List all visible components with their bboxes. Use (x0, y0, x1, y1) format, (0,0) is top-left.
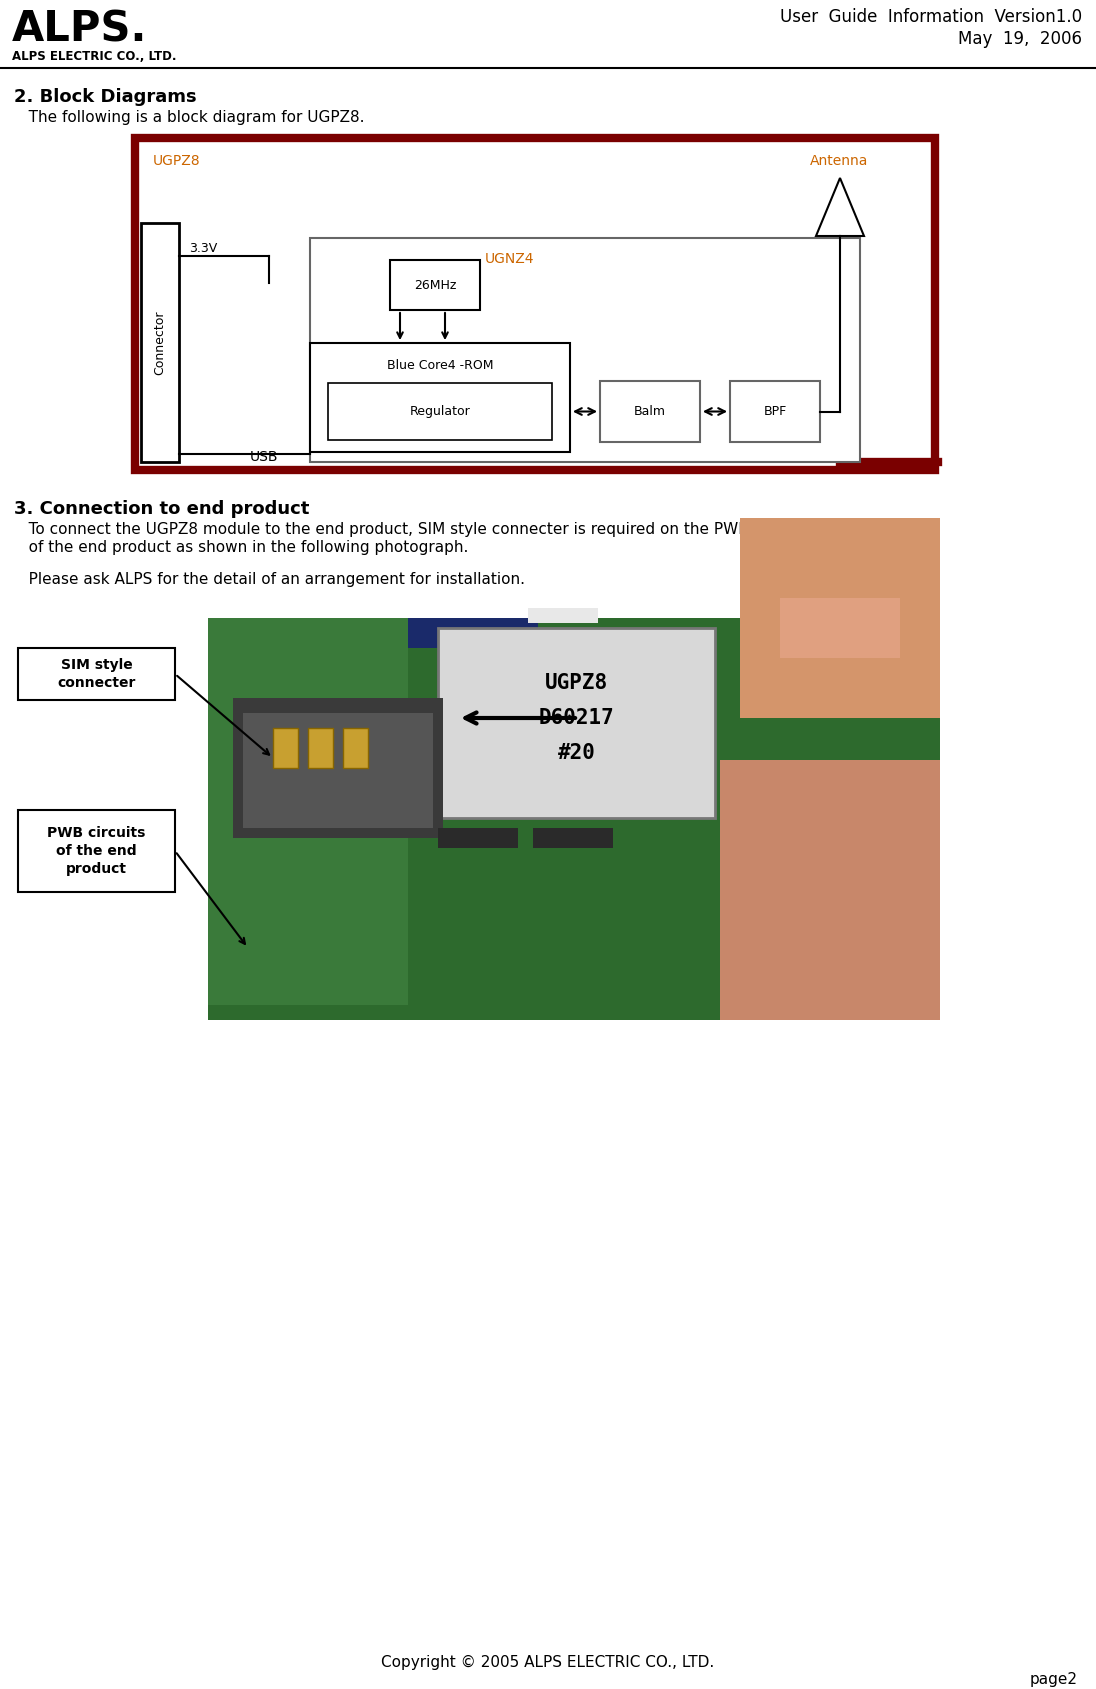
Bar (18, 649, 175, 699)
Bar (208, 618, 408, 1005)
Bar (18, 811, 175, 892)
Text: UGPZ8: UGPZ8 (153, 154, 201, 167)
Bar (358, 618, 538, 649)
Bar (310, 343, 570, 453)
Bar (243, 713, 433, 828)
Bar (600, 382, 700, 443)
Text: page2: page2 (1030, 1672, 1078, 1687)
Text: 3. Connection to end product: 3. Connection to end product (14, 500, 309, 519)
Text: BPF: BPF (764, 405, 787, 417)
Text: 2. Block Diagrams: 2. Block Diagrams (14, 88, 196, 106)
Text: The following is a block diagram for UGPZ8.: The following is a block diagram for UGP… (14, 110, 365, 125)
Text: PWB circuits
of the end
product: PWB circuits of the end product (47, 826, 146, 877)
Bar (233, 698, 443, 838)
Bar (310, 238, 860, 463)
Bar (135, 138, 935, 470)
Text: ALPS ELECTRIC CO., LTD.: ALPS ELECTRIC CO., LTD. (12, 51, 176, 62)
Bar (273, 728, 298, 768)
Text: Blue Core4 -ROM: Blue Core4 -ROM (387, 360, 493, 372)
Text: Copyright © 2005 ALPS ELECTRIC CO., LTD.: Copyright © 2005 ALPS ELECTRIC CO., LTD. (381, 1655, 715, 1670)
Bar (141, 223, 179, 463)
Text: UGNZ4: UGNZ4 (486, 252, 535, 265)
Text: SIM style
connecter: SIM style connecter (57, 657, 136, 691)
Text: To connect the UGPZ8 module to the end product, SIM style connecter is required : To connect the UGPZ8 module to the end p… (14, 522, 809, 537)
Text: D60217: D60217 (538, 708, 615, 728)
Text: User  Guide  Information  Version1.0: User Guide Information Version1.0 (780, 8, 1082, 25)
Text: #20: #20 (558, 743, 595, 763)
Bar (390, 260, 480, 311)
Text: 26MHz: 26MHz (414, 279, 456, 292)
Text: UGPZ8: UGPZ8 (545, 672, 608, 692)
Text: Please ask ALPS for the detail of an arrangement for installation.: Please ask ALPS for the detail of an arr… (14, 573, 525, 588)
Text: Antenna: Antenna (810, 154, 868, 167)
Bar (438, 828, 518, 848)
Text: May  19,  2006: May 19, 2006 (958, 30, 1082, 47)
Bar (208, 618, 940, 1020)
Text: ALPS.: ALPS. (12, 8, 147, 51)
Bar (328, 383, 552, 441)
Bar (740, 519, 940, 718)
Bar (533, 828, 613, 848)
Text: Connector: Connector (153, 311, 167, 375)
Bar (720, 760, 940, 1020)
Bar (528, 608, 598, 623)
Bar (438, 628, 715, 817)
Bar (343, 728, 368, 768)
Bar (308, 728, 333, 768)
Text: Regulator: Regulator (410, 405, 470, 417)
Bar (730, 382, 820, 443)
Bar (780, 598, 900, 659)
Text: Balm: Balm (633, 405, 666, 417)
Text: USB: USB (250, 449, 278, 464)
Text: 3.3V: 3.3V (189, 242, 217, 255)
Text: of the end product as shown in the following photograph.: of the end product as shown in the follo… (14, 540, 468, 556)
